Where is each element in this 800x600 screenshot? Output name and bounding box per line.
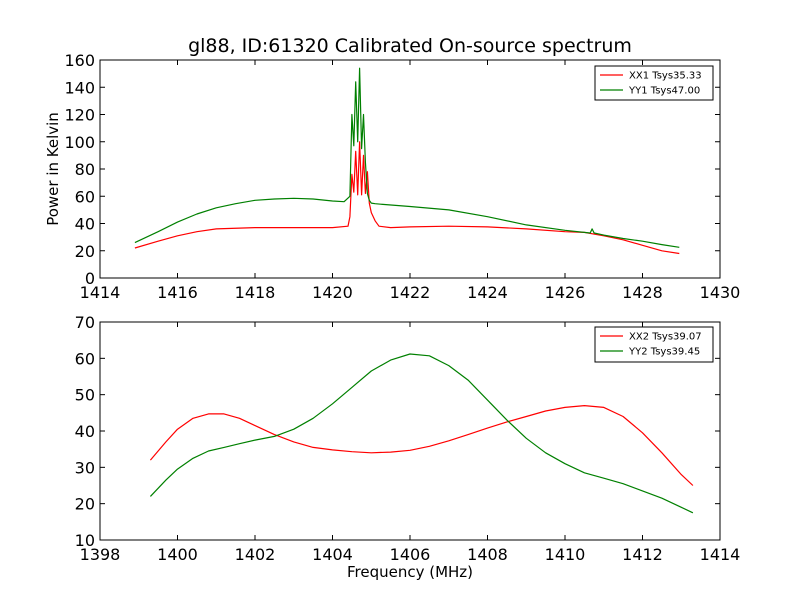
bottom-legend: XX2 Tsys39.07 YY2 Tsys39.45 xyxy=(594,326,714,363)
legend-entry: YY2 Tsys39.45 xyxy=(628,347,700,358)
x-tick-label: 1404 xyxy=(312,545,353,564)
top-panel: gl88, ID:61320 Calibrated On-source spec… xyxy=(44,35,740,302)
y-tick-label: 20 xyxy=(75,495,95,514)
chart-title: gl88, ID:61320 Calibrated On-source spec… xyxy=(188,35,632,57)
y-tick-label: 120 xyxy=(64,106,95,125)
top-ticks: 1414 1416 1418 1420 1422 1424 1426 1428 1430 0 20 4… xyxy=(64,51,740,302)
x-tick-label: 1422 xyxy=(390,283,431,302)
y-tick-label: 10 xyxy=(75,531,95,550)
top-legend: XX1 Tsys35.33 YY1 Tsys47.00 xyxy=(594,65,714,101)
x-tick-label: 1400 xyxy=(157,545,198,564)
x-tick-label: 1428 xyxy=(622,283,663,302)
x-tick-label: 1414 xyxy=(80,283,121,302)
x-tick-label: 1420 xyxy=(312,283,353,302)
legend-entry: XX1 Tsys35.33 xyxy=(629,71,702,82)
y-axis-label: Power in Kelvin xyxy=(44,112,62,226)
y-tick-label: 100 xyxy=(64,133,95,152)
x-tick-label: 1410 xyxy=(545,545,586,564)
y-tick-label: 140 xyxy=(64,78,95,97)
series-line-yy xyxy=(149,353,694,514)
y-tick-label: 40 xyxy=(75,422,95,441)
series-line-yy xyxy=(134,67,680,248)
y-tick-label: 160 xyxy=(64,51,95,70)
x-tick-label: 1402 xyxy=(235,545,276,564)
legend-entry: XX2 Tsys39.07 xyxy=(629,332,702,343)
x-axis-label: Frequency (MHz) xyxy=(347,563,473,581)
y-tick-label: 30 xyxy=(75,458,95,477)
x-tick-label: 1408 xyxy=(467,545,508,564)
y-tick-label: 60 xyxy=(75,187,95,206)
x-tick-label: 1414 xyxy=(700,545,741,564)
legend-box xyxy=(594,65,714,101)
y-tick-label: 20 xyxy=(75,242,95,261)
y-tick-label: 70 xyxy=(75,313,95,332)
legend-box xyxy=(594,326,714,363)
series-line-xx xyxy=(134,141,680,255)
x-tick-label: 1416 xyxy=(157,283,198,302)
y-tick-label: 50 xyxy=(75,386,95,405)
x-tick-label: 1412 xyxy=(622,545,663,564)
bottom-series-group xyxy=(149,353,694,514)
legend-entry: YY1 Tsys47.00 xyxy=(628,86,700,97)
x-tick-label: 1418 xyxy=(235,283,276,302)
x-tick-label: 1406 xyxy=(390,545,431,564)
series-line-xx xyxy=(149,405,694,486)
x-tick-label: 1430 xyxy=(700,283,741,302)
x-tick-label: 1426 xyxy=(545,283,586,302)
y-tick-label: 0 xyxy=(85,269,95,288)
x-tick-label: 1424 xyxy=(467,283,508,302)
x-tick-label: 1398 xyxy=(80,545,121,564)
bottom-ticks: 1398 1400 1402 1404 1406 1408 1410 1412 1414 10 20… xyxy=(75,313,741,564)
y-tick-label: 40 xyxy=(75,215,95,234)
bottom-panel: 1398 1400 1402 1404 1406 1408 1410 1412 1414 10 20… xyxy=(75,313,741,581)
y-tick-label: 60 xyxy=(75,349,95,368)
top-series-group xyxy=(134,67,680,255)
y-tick-label: 80 xyxy=(75,160,95,179)
